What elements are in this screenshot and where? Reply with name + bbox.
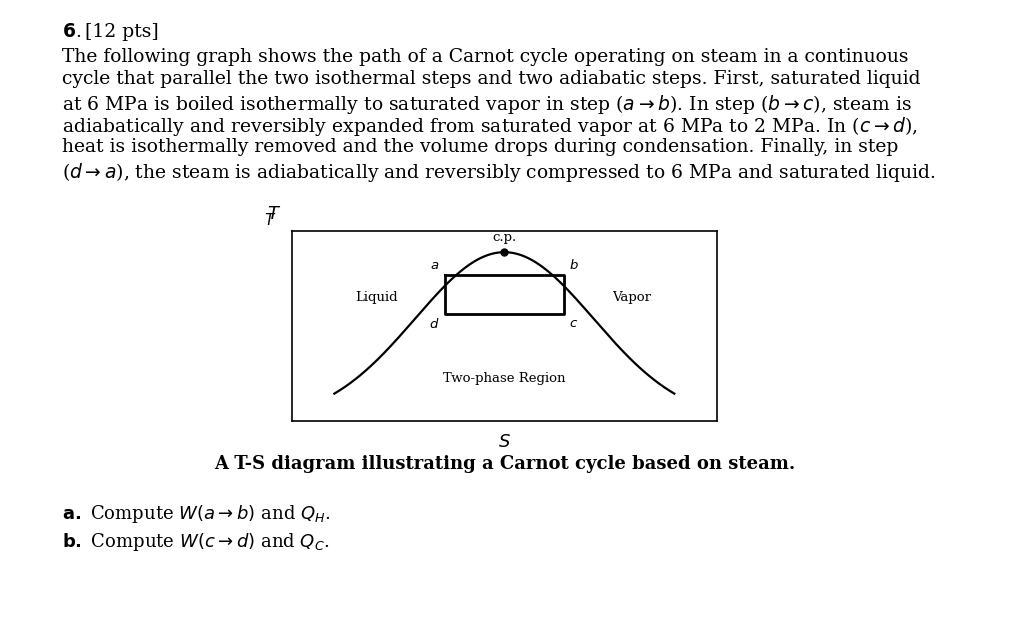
Text: The following graph shows the path of a Carnot cycle operating on steam in a con: The following graph shows the path of a … [62, 48, 908, 66]
Text: $b$: $b$ [569, 258, 579, 272]
Text: $T$: $T$ [267, 206, 281, 224]
Text: $a$: $a$ [430, 259, 439, 272]
Text: adiabatically and reversibly expanded from saturated vapor at 6 MPa to 2 MPa. In: adiabatically and reversibly expanded fr… [62, 116, 918, 138]
Text: $\mathbf{a.}$ Compute $W(a\rightarrow b)$ and $Q_H$.: $\mathbf{a.}$ Compute $W(a\rightarrow b)… [62, 503, 331, 525]
Text: $\mathbf{6}$.: $\mathbf{6}$. [62, 23, 81, 41]
Text: $S$: $S$ [498, 433, 511, 451]
Text: Two-phase Region: Two-phase Region [443, 372, 565, 385]
Text: [12 pts]: [12 pts] [85, 23, 159, 41]
Text: Vapor: Vapor [612, 291, 651, 303]
Text: A T-S diagram illustrating a Carnot cycle based on steam.: A T-S diagram illustrating a Carnot cycl… [214, 455, 795, 473]
Text: heat is isothermally removed and the volume drops during condensation. Finally, : heat is isothermally removed and the vol… [62, 138, 898, 156]
Text: $\mathbf{b.}$ Compute $W(c\rightarrow d)$ and $Q_C$.: $\mathbf{b.}$ Compute $W(c\rightarrow d)… [62, 531, 330, 553]
Text: at 6 MPa is boiled isothermally to saturated vapor in step ($a$$\rightarrow$$b$): at 6 MPa is boiled isothermally to satur… [62, 93, 911, 116]
Text: Liquid: Liquid [355, 291, 398, 303]
Text: $T$: $T$ [264, 212, 276, 228]
Text: $c$: $c$ [569, 317, 578, 330]
Text: c.p.: c.p. [493, 231, 516, 244]
Text: $d$: $d$ [429, 317, 439, 331]
Text: cycle that parallel the two isothermal steps and two adiabatic steps. First, sat: cycle that parallel the two isothermal s… [62, 71, 921, 89]
Text: ($d$$\rightarrow$$a$), the steam is adiabatically and reversibly compressed to 6: ($d$$\rightarrow$$a$), the steam is adia… [62, 161, 936, 183]
